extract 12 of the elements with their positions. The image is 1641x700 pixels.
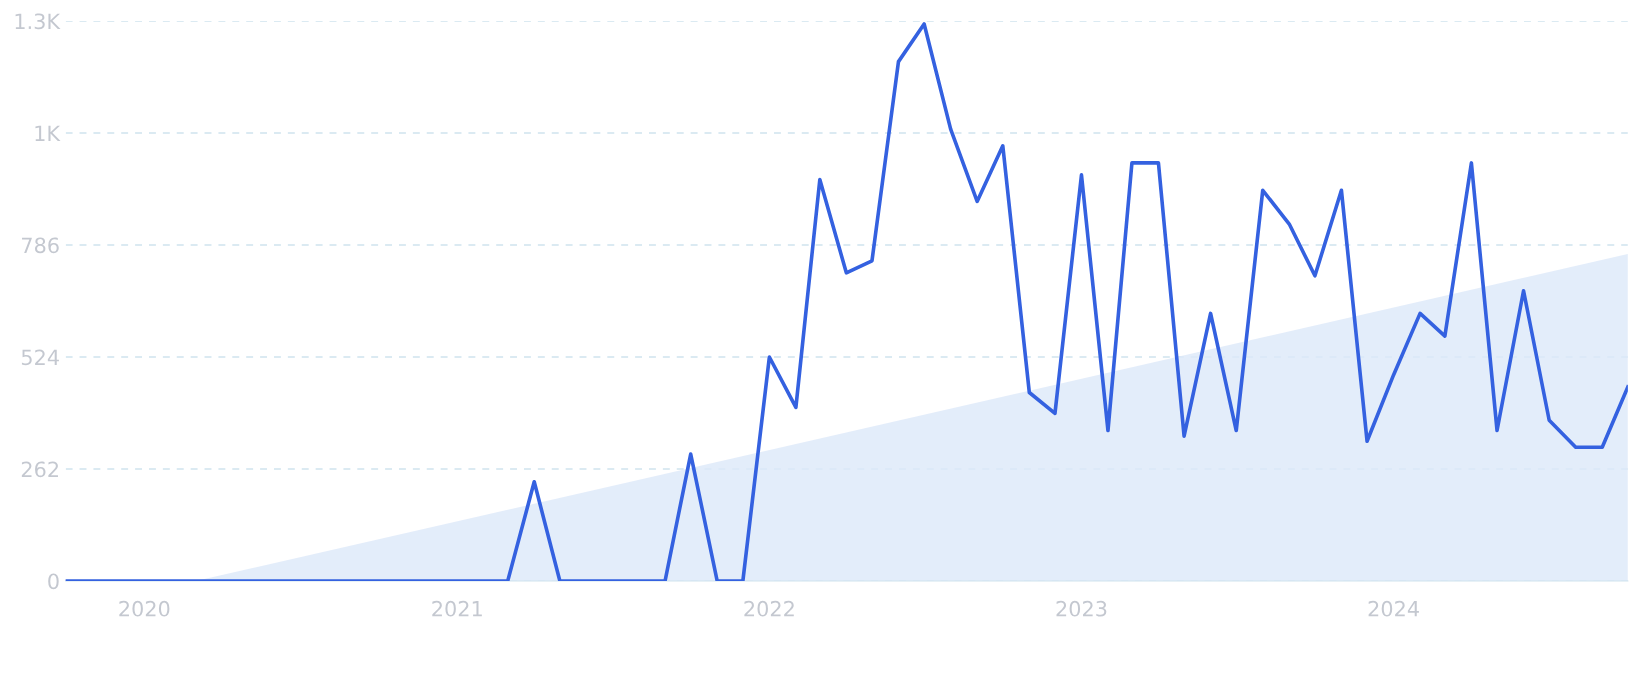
x-tick-label: 2022 xyxy=(744,600,794,617)
x-tick-label: 2020 xyxy=(119,600,170,617)
y-tick-label: 262 xyxy=(21,461,58,478)
line-series xyxy=(65,22,1628,581)
x-tick-label: 2024 xyxy=(1368,600,1419,617)
x-tick-label: 2023 xyxy=(1056,600,1107,617)
y-tick-label: 0 xyxy=(48,573,59,590)
y-tick-label: 786 xyxy=(22,237,59,254)
x-tick-label: 2021 xyxy=(432,600,482,617)
y-tick-label: 524 xyxy=(21,349,59,366)
y-tick-label: 1.3K xyxy=(15,13,61,30)
y-tick-label: 1K xyxy=(35,125,61,141)
